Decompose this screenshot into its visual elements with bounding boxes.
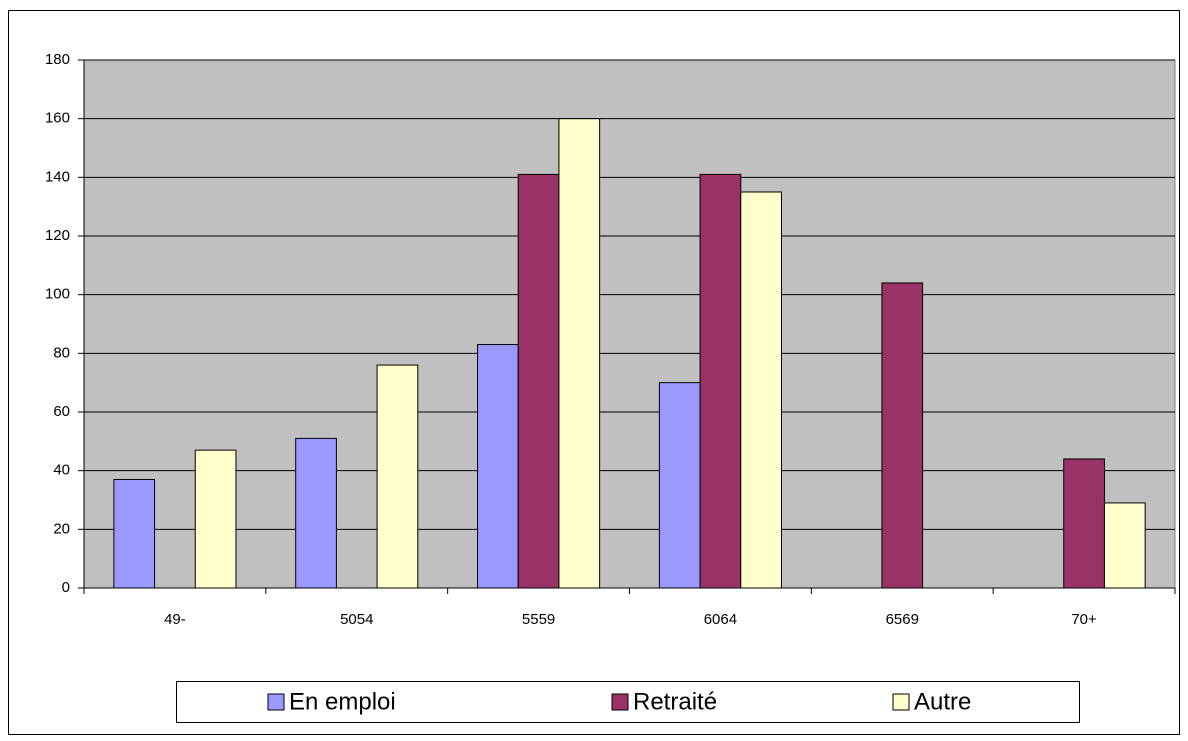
bar — [881, 282, 924, 589]
x-tick-label: 5054 — [340, 611, 373, 628]
bar — [194, 449, 237, 589]
bar — [558, 118, 601, 589]
y-tick-label: 120 — [45, 227, 70, 244]
y-tick-label: 40 — [53, 462, 70, 479]
legend-label: En emploi — [289, 688, 396, 715]
bar — [658, 382, 701, 589]
y-tick-label: 0 — [62, 579, 70, 596]
y-tick-label: 180 — [45, 51, 70, 68]
bar — [740, 191, 782, 589]
y-tick-label: 140 — [45, 168, 70, 185]
y-tick-label: 160 — [45, 110, 70, 127]
y-tick-label: 80 — [53, 344, 70, 361]
x-tick-label: 6064 — [704, 611, 737, 628]
y-tick-label: 60 — [53, 403, 70, 420]
bar — [477, 344, 519, 589]
bar — [376, 364, 419, 589]
legend-swatch — [892, 693, 910, 711]
bar — [517, 173, 560, 589]
x-tick-label: 6569 — [886, 611, 919, 628]
bar — [295, 437, 337, 589]
y-tick-label: 20 — [53, 520, 70, 537]
x-tick-label: 5559 — [522, 611, 555, 628]
x-tick-label: 70+ — [1071, 611, 1097, 628]
legend-label: Retraité — [633, 688, 717, 715]
bar — [113, 478, 156, 589]
bar — [699, 173, 742, 589]
bar — [1103, 502, 1146, 589]
legend-label: Autre — [914, 688, 971, 715]
plot-area — [83, 59, 1176, 589]
y-tick-label: 100 — [45, 286, 70, 303]
x-tick-label: 49- — [164, 611, 186, 628]
legend-swatch — [267, 693, 285, 711]
legend-swatch — [611, 693, 629, 711]
bar — [1063, 458, 1105, 589]
